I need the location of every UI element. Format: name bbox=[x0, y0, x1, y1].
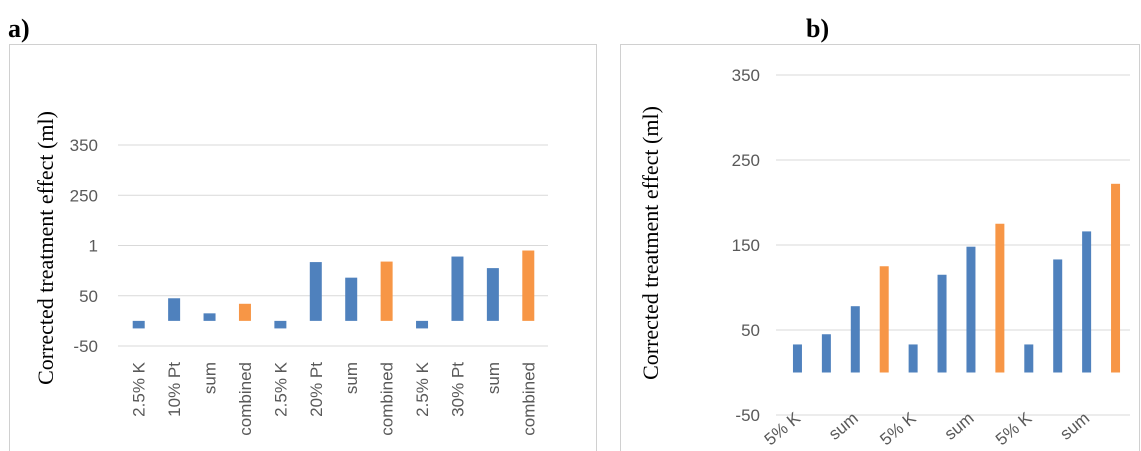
y-tick-label: 250 bbox=[70, 186, 98, 205]
x-tick-label: sum bbox=[484, 362, 503, 394]
bar bbox=[792, 344, 802, 373]
bar bbox=[821, 334, 831, 373]
bar bbox=[380, 261, 393, 321]
chart-b: -50 50 150 250 350 5% K sum 5% K sum 5% K sum Corre… bbox=[638, 66, 1130, 449]
y-tick-label: 350 bbox=[732, 66, 760, 85]
x-tick-label: 5% K bbox=[992, 408, 1036, 449]
bar bbox=[995, 223, 1005, 373]
y-tick-label: 1 bbox=[89, 237, 98, 256]
bar bbox=[416, 320, 429, 329]
bar bbox=[966, 246, 976, 373]
x-tick-label: 10% Pt bbox=[165, 362, 184, 417]
y-tick-label: -50 bbox=[735, 406, 760, 425]
x-tick-label: combined bbox=[236, 362, 255, 436]
y-axis-label: Corrected treatment effect (ml) bbox=[638, 106, 663, 380]
bar bbox=[1111, 183, 1121, 373]
y-tick-label: 50 bbox=[741, 321, 760, 340]
bar bbox=[451, 256, 464, 321]
bar bbox=[1053, 259, 1063, 373]
y-tick-label: -50 bbox=[73, 337, 98, 356]
bar bbox=[1082, 231, 1092, 373]
x-tick-label: 2.5% K bbox=[413, 361, 432, 416]
x-tick-label: sum bbox=[201, 362, 220, 394]
bar bbox=[1024, 344, 1034, 373]
bar bbox=[937, 274, 947, 373]
y-tick-label: 50 bbox=[79, 287, 98, 306]
bar bbox=[168, 298, 181, 321]
x-tick-label: 5% K bbox=[761, 408, 805, 449]
chart-b-frame bbox=[620, 44, 1140, 451]
bar bbox=[908, 344, 918, 373]
bar bbox=[850, 306, 860, 373]
x-tick-label: combined bbox=[378, 362, 397, 436]
y-tick-label: 150 bbox=[732, 236, 760, 255]
x-tick-label: 20% Pt bbox=[307, 362, 326, 417]
x-tick-label: 2.5% K bbox=[130, 361, 149, 416]
x-tick-label: combined bbox=[519, 362, 538, 436]
x-tick-label: 5% K bbox=[876, 408, 920, 449]
x-tick-label: sum bbox=[342, 362, 361, 394]
bar bbox=[203, 313, 216, 321]
x-tick-label: sum bbox=[941, 409, 978, 444]
y-tick-label: 250 bbox=[732, 151, 760, 170]
bar bbox=[309, 262, 322, 321]
x-tick-label: 2.5% K bbox=[271, 361, 290, 416]
x-tick-label: sum bbox=[1056, 409, 1093, 444]
y-tick-label: 350 bbox=[70, 136, 98, 155]
chart-a-frame bbox=[9, 44, 597, 451]
bar bbox=[522, 250, 535, 321]
panel-b-label: b) bbox=[806, 14, 830, 43]
y-axis-label: Corrected treatment effect (ml) bbox=[33, 111, 58, 385]
bar bbox=[486, 268, 499, 321]
x-tick-label: 30% Pt bbox=[448, 362, 467, 417]
bar bbox=[879, 266, 889, 373]
panel-a-label: a) bbox=[8, 14, 30, 43]
chart-a: -50 50 1 250 350 2.5% K 10% Pt sum combined 2.5% … bbox=[33, 111, 548, 436]
bar bbox=[132, 320, 145, 329]
bar bbox=[238, 303, 251, 321]
x-tick-label: sum bbox=[825, 409, 862, 444]
bar bbox=[345, 277, 358, 321]
bar bbox=[274, 320, 287, 329]
